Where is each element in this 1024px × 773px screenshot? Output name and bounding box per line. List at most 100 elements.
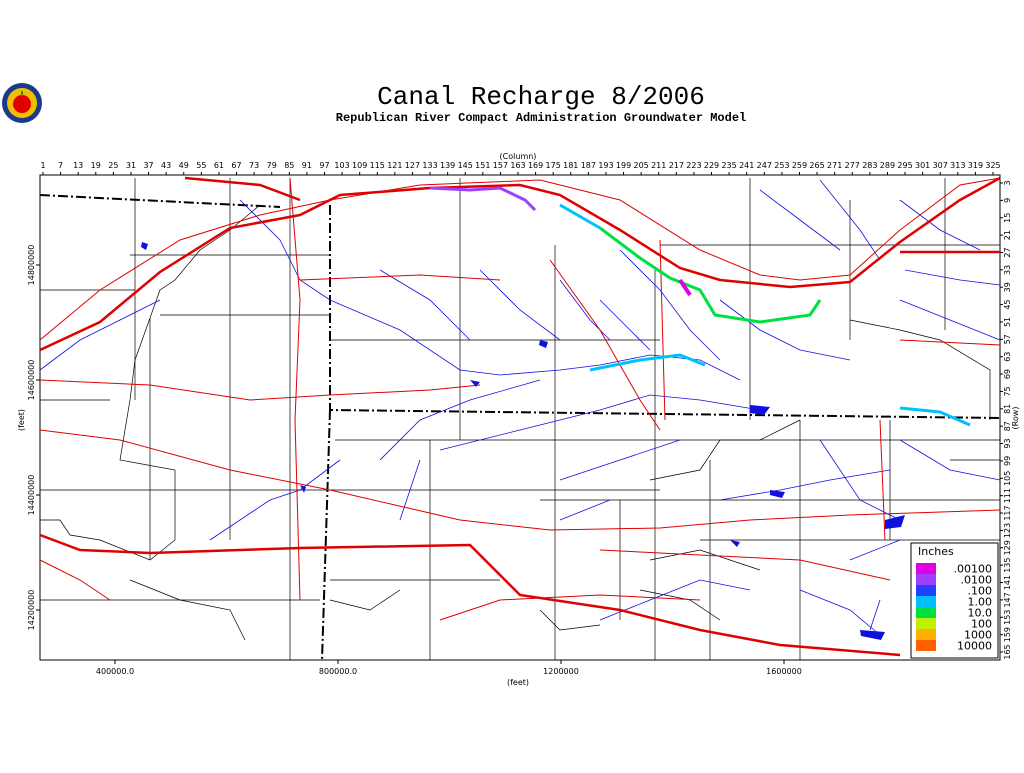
column-tick-label: 277	[845, 161, 860, 170]
legend-swatch	[916, 607, 936, 618]
column-tick-label: 205	[634, 161, 649, 170]
column-tick-label: 145	[458, 161, 473, 170]
title: Canal Recharge 8/2006	[377, 82, 705, 112]
legend-label: .100	[968, 585, 993, 598]
column-tick-label: 223	[686, 161, 701, 170]
column-tick-label: 139	[440, 161, 455, 170]
row-tick-label: 51	[1003, 317, 1012, 327]
column-tick-label: 19	[91, 161, 101, 170]
column-tick-label: 289	[880, 161, 895, 170]
row-tick-label: 3	[1003, 180, 1012, 185]
row-tick-label: 39	[1003, 282, 1012, 292]
row-tick-label: 27	[1003, 247, 1012, 257]
y-tick-label: 14800000	[27, 245, 36, 286]
row-tick-label: 45	[1003, 299, 1012, 309]
row-tick-label: 117	[1003, 505, 1012, 520]
row-tick-label: 111	[1003, 488, 1012, 503]
legend-swatch	[916, 640, 936, 651]
column-tick-label: 7	[58, 161, 63, 170]
column-tick-label: 313	[950, 161, 965, 170]
column-tick-label: 235	[721, 161, 736, 170]
legend-label: .0100	[961, 574, 993, 587]
column-tick-label: 85	[284, 161, 294, 170]
x-tick-label: 1600000	[766, 667, 802, 676]
column-tick-label: 91	[302, 161, 312, 170]
column-tick-label: 283	[862, 161, 877, 170]
column-tick-label: 169	[528, 161, 543, 170]
row-label: (Row)	[1011, 407, 1020, 430]
column-tick-label: 49	[179, 161, 189, 170]
column-tick-label: 121	[387, 161, 402, 170]
legend-label: .00100	[954, 563, 993, 576]
row-tick-label: 75	[1003, 386, 1012, 396]
column-tick-label: 43	[161, 161, 171, 170]
column-tick-label: 79	[267, 161, 277, 170]
column-tick-label: 103	[334, 161, 349, 170]
column-tick-label: 127	[405, 161, 420, 170]
legend-label: 100	[971, 618, 992, 631]
column-tick-label: 253	[774, 161, 789, 170]
column-tick-label: 193	[598, 161, 613, 170]
column-tick-label: 211	[651, 161, 666, 170]
map-area	[39, 174, 1001, 661]
row-tick-label: 63	[1003, 352, 1012, 362]
column-tick-label: 37	[143, 161, 153, 170]
legend-label: 1000	[964, 629, 992, 642]
column-tick-label: 133	[422, 161, 437, 170]
column-tick-label: 61	[214, 161, 224, 170]
column-tick-label: 259	[792, 161, 807, 170]
row-tick-label: 15	[1003, 213, 1012, 223]
column-tick-label: 67	[231, 161, 241, 170]
column-tick-label: 295	[897, 161, 912, 170]
column-tick-label: 319	[968, 161, 983, 170]
row-tick-label: 159	[1003, 627, 1012, 642]
column-tick-label: 229	[704, 161, 719, 170]
legend-label: 1.00	[968, 596, 993, 609]
row-tick-label: 99	[1003, 456, 1012, 466]
logo	[2, 83, 42, 123]
x-label: (feet)	[507, 678, 529, 687]
column-tick-label: 265	[809, 161, 824, 170]
row-tick-label: 93	[1003, 438, 1012, 448]
y-tick-label: 14400000	[27, 475, 36, 516]
legend-swatch	[916, 574, 936, 585]
legend-label: 10000	[957, 640, 992, 653]
row-tick-label: 129	[1003, 540, 1012, 555]
row-tick-label: 147	[1003, 592, 1012, 607]
x-tick-label: 800000.0	[319, 667, 357, 676]
column-tick-label: 73	[249, 161, 259, 170]
column-tick-label: 307	[933, 161, 948, 170]
column-tick-label: 175	[546, 161, 561, 170]
column-tick-label: 13	[73, 161, 83, 170]
y-tick-label: 14600000	[27, 360, 36, 401]
column-tick-label: 217	[669, 161, 684, 170]
column-tick-label: 115	[370, 161, 385, 170]
legend-swatch	[916, 618, 936, 629]
column-tick-label: 31	[126, 161, 136, 170]
row-tick-label: 165	[1003, 644, 1012, 659]
column-tick-label: 55	[196, 161, 206, 170]
row-tick-label: 123	[1003, 523, 1012, 538]
column-tick-label: 151	[475, 161, 490, 170]
column-tick-label: 247	[757, 161, 772, 170]
legend-swatch	[916, 629, 936, 640]
x-tick-label: 400000.0	[96, 667, 134, 676]
row-tick-label: 141	[1003, 575, 1012, 590]
legend-swatch	[916, 596, 936, 607]
column-tick-label: 301	[915, 161, 930, 170]
row-tick-label: 105	[1003, 471, 1012, 486]
row-tick-label: 87	[1003, 421, 1012, 431]
row-tick-label: 21	[1003, 230, 1012, 240]
column-tick-label: 109	[352, 161, 367, 170]
column-tick-label: 163	[510, 161, 525, 170]
column-tick-label: 181	[563, 161, 578, 170]
column-tick-label: 199	[616, 161, 631, 170]
column-tick-label: 241	[739, 161, 754, 170]
column-label: (Column)	[500, 152, 537, 161]
column-tick-label: 1	[40, 161, 45, 170]
subtitle: Republican River Compact Administration …	[336, 111, 746, 125]
row-tick-label: 69	[1003, 369, 1012, 379]
x-tick-label: 1200000	[543, 667, 579, 676]
column-tick-label: 25	[108, 161, 118, 170]
